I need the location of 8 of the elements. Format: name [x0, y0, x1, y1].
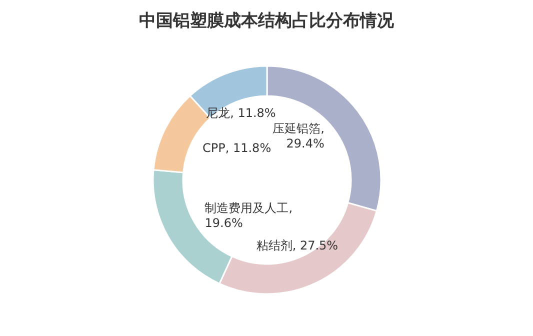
slice-label: CPP [202, 141, 226, 156]
slice-label: 压延铝箔 [272, 122, 321, 136]
chart-title: 中国铝塑膜成本结构占比分布情况 [139, 10, 395, 31]
slice-label: 制造费用及人工 [204, 201, 289, 216]
slice-label: 粘结剂 [256, 238, 292, 252]
data-label: , 11.8% [230, 106, 276, 120]
data-label: , 27.5% [292, 238, 338, 252]
data-label: , 11.8% [225, 141, 272, 156]
